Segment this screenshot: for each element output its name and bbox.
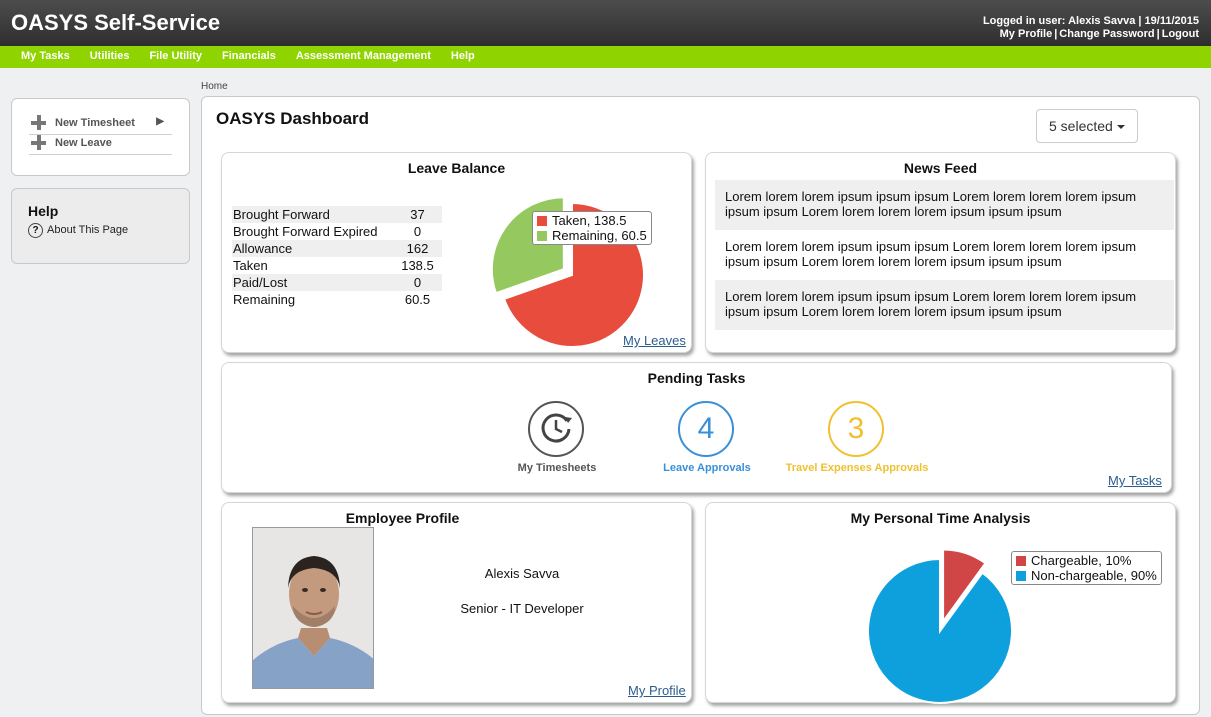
legend-swatch-taken xyxy=(537,216,547,226)
row-value: 162 xyxy=(406,241,429,256)
question-icon: ? xyxy=(28,223,43,238)
plus-icon xyxy=(31,115,46,130)
employee-position: Senior - IT Developer xyxy=(460,601,584,616)
leave-approvals-count[interactable]: 4 xyxy=(678,401,734,457)
logged-in-user: Logged in user: Alexis Savva | 19/11/201… xyxy=(982,15,1199,27)
user-info: Logged in user: Alexis Savva | 19/11/201… xyxy=(983,15,1199,41)
my-timesheets-label[interactable]: My Timesheets xyxy=(517,462,597,474)
my-profile-panel-link[interactable]: My Profile xyxy=(628,683,686,698)
table-row: Remaining 60.5 xyxy=(232,291,442,308)
employee-profile-panel: Employee Profile Alexis Savva Senior - I… xyxy=(221,502,692,703)
row-label: Remaining xyxy=(233,292,296,307)
row-label: Paid/Lost xyxy=(233,275,288,290)
change-password-link[interactable]: Change Password xyxy=(1059,28,1155,40)
arrow-right-icon: ▶ xyxy=(156,116,164,127)
time-pie-chart xyxy=(867,548,1013,704)
legend-item-taken: Taken, 138.5 xyxy=(537,213,647,228)
help-box: Help ? About This Page xyxy=(11,188,190,264)
time-pie-slices xyxy=(867,548,1013,704)
quick-actions: New Timesheet ▶ New Leave xyxy=(11,98,190,176)
news-feed-panel: News Feed Lorem lorem lorem ipsum ipsum … xyxy=(705,152,1176,353)
legend-swatch-non-chargeable xyxy=(1016,571,1026,581)
table-row: Brought Forward Expired 0 xyxy=(232,223,442,240)
leave-pie-chart xyxy=(490,196,645,348)
leave-pie-legend: Taken, 138.5 Remaining, 60.5 xyxy=(532,211,652,245)
my-tasks-link[interactable]: My Tasks xyxy=(1108,473,1162,488)
time-pie-legend: Chargeable, 10% Non-chargeable, 90% xyxy=(1011,551,1162,585)
timesheets-task-button[interactable] xyxy=(528,401,584,457)
row-label: Taken xyxy=(233,258,268,273)
travel-expenses-label[interactable]: Travel Expenses Approvals xyxy=(785,462,929,474)
table-row: Taken 138.5 xyxy=(232,257,442,274)
news-item[interactable]: Lorem lorem lorem ipsum ipsum ipsum Lore… xyxy=(715,180,1174,230)
pending-tasks-panel: Pending Tasks My Timesheets 4 Leave Appr… xyxy=(221,362,1172,493)
nav-file-utility[interactable]: File Utility xyxy=(149,50,203,62)
page-title: OASYS Dashboard xyxy=(216,109,370,128)
leave-approvals-label[interactable]: Leave Approvals xyxy=(663,462,751,474)
filter-label: 5 selected xyxy=(1049,118,1113,134)
my-profile-link[interactable]: My Profile xyxy=(999,28,1053,40)
nav-my-tasks[interactable]: My Tasks xyxy=(21,50,70,62)
employee-profile-title: Employee Profile xyxy=(345,510,460,526)
table-row: Allowance 162 xyxy=(232,240,442,257)
legend-item-remaining: Remaining, 60.5 xyxy=(537,228,647,243)
nav-assessment-management[interactable]: Assessment Management xyxy=(295,50,431,62)
row-label: Brought Forward Expired xyxy=(233,224,378,239)
travel-expenses-count[interactable]: 3 xyxy=(828,401,884,457)
legend-swatch-remaining xyxy=(537,231,547,241)
widget-filter-dropdown[interactable]: 5 selected xyxy=(1036,109,1138,143)
clock-icon xyxy=(541,413,572,443)
row-label: Allowance xyxy=(233,241,293,256)
table-row: Brought Forward 37 xyxy=(232,206,442,223)
pie-slice-chargeable[interactable] xyxy=(942,548,987,625)
row-label: Brought Forward xyxy=(233,207,330,222)
legend-item-non-chargeable: Non-chargeable, 90% xyxy=(1016,568,1157,583)
table-row: Paid/Lost 0 xyxy=(232,274,442,291)
legend-label-non-chargeable: Non-chargeable, 90% xyxy=(1031,568,1157,583)
caret-down-icon xyxy=(1116,125,1125,130)
time-analysis-panel: My Personal Time Analysis Chargeable, 10… xyxy=(705,502,1176,704)
new-leave-label: New Leave xyxy=(55,137,112,149)
row-value: 60.5 xyxy=(404,292,431,307)
leave-balance-table: Brought Forward 37 Brought Forward Expire… xyxy=(232,206,442,308)
news-item[interactable]: Lorem lorem lorem ipsum ipsum ipsum Lore… xyxy=(715,280,1174,330)
legend-swatch-chargeable xyxy=(1016,556,1026,566)
plus-icon xyxy=(31,135,46,150)
nav-utilities[interactable]: Utilities xyxy=(89,50,130,62)
row-value: 0 xyxy=(413,275,422,290)
legend-label-remaining: Remaining, 60.5 xyxy=(552,228,647,243)
nav-help[interactable]: Help xyxy=(450,50,475,62)
app-header: OASYS Self-Service Logged in user: Alexi… xyxy=(0,0,1211,46)
row-value: 37 xyxy=(410,207,425,222)
nav-financials[interactable]: Financials xyxy=(222,50,276,62)
main-nav: My Tasks Utilities File Utility Financia… xyxy=(0,46,1211,68)
user-links: My Profile | Change Password | Logout xyxy=(999,28,1199,40)
legend-item-chargeable: Chargeable, 10% xyxy=(1016,553,1157,568)
about-this-page-link[interactable]: About This Page xyxy=(47,224,129,236)
news-item[interactable]: Lorem lorem lorem ipsum ipsum ipsum Lore… xyxy=(725,239,1137,269)
breadcrumb[interactable]: Home xyxy=(201,81,228,92)
new-leave-button[interactable]: New Leave xyxy=(29,135,172,155)
pending-tasks-title: Pending Tasks xyxy=(647,370,746,386)
legend-label-chargeable: Chargeable, 10% xyxy=(1031,553,1132,568)
my-leaves-link[interactable]: My Leaves xyxy=(623,333,686,348)
new-timesheet-label: New Timesheet xyxy=(55,117,135,129)
legend-label-taken: Taken, 138.5 xyxy=(552,213,627,228)
leave-balance-title: Leave Balance xyxy=(407,160,506,176)
logout-link[interactable]: Logout xyxy=(1161,28,1199,40)
avatar xyxy=(252,527,374,689)
leave-balance-panel: Leave Balance Brought Forward 37 Brought … xyxy=(221,152,692,353)
app-title: OASYS Self-Service xyxy=(11,10,221,35)
news-feed-title: News Feed xyxy=(903,160,978,176)
pie-slice-non-chargeable[interactable] xyxy=(867,557,1013,704)
employee-name: Alexis Savva xyxy=(484,566,560,581)
row-value: 0 xyxy=(413,224,422,239)
help-title: Help xyxy=(28,203,59,219)
time-analysis-title: My Personal Time Analysis xyxy=(850,510,1031,526)
profile-photo xyxy=(253,528,373,688)
new-timesheet-button[interactable]: New Timesheet ▶ xyxy=(29,115,172,135)
row-value: 138.5 xyxy=(401,258,434,273)
